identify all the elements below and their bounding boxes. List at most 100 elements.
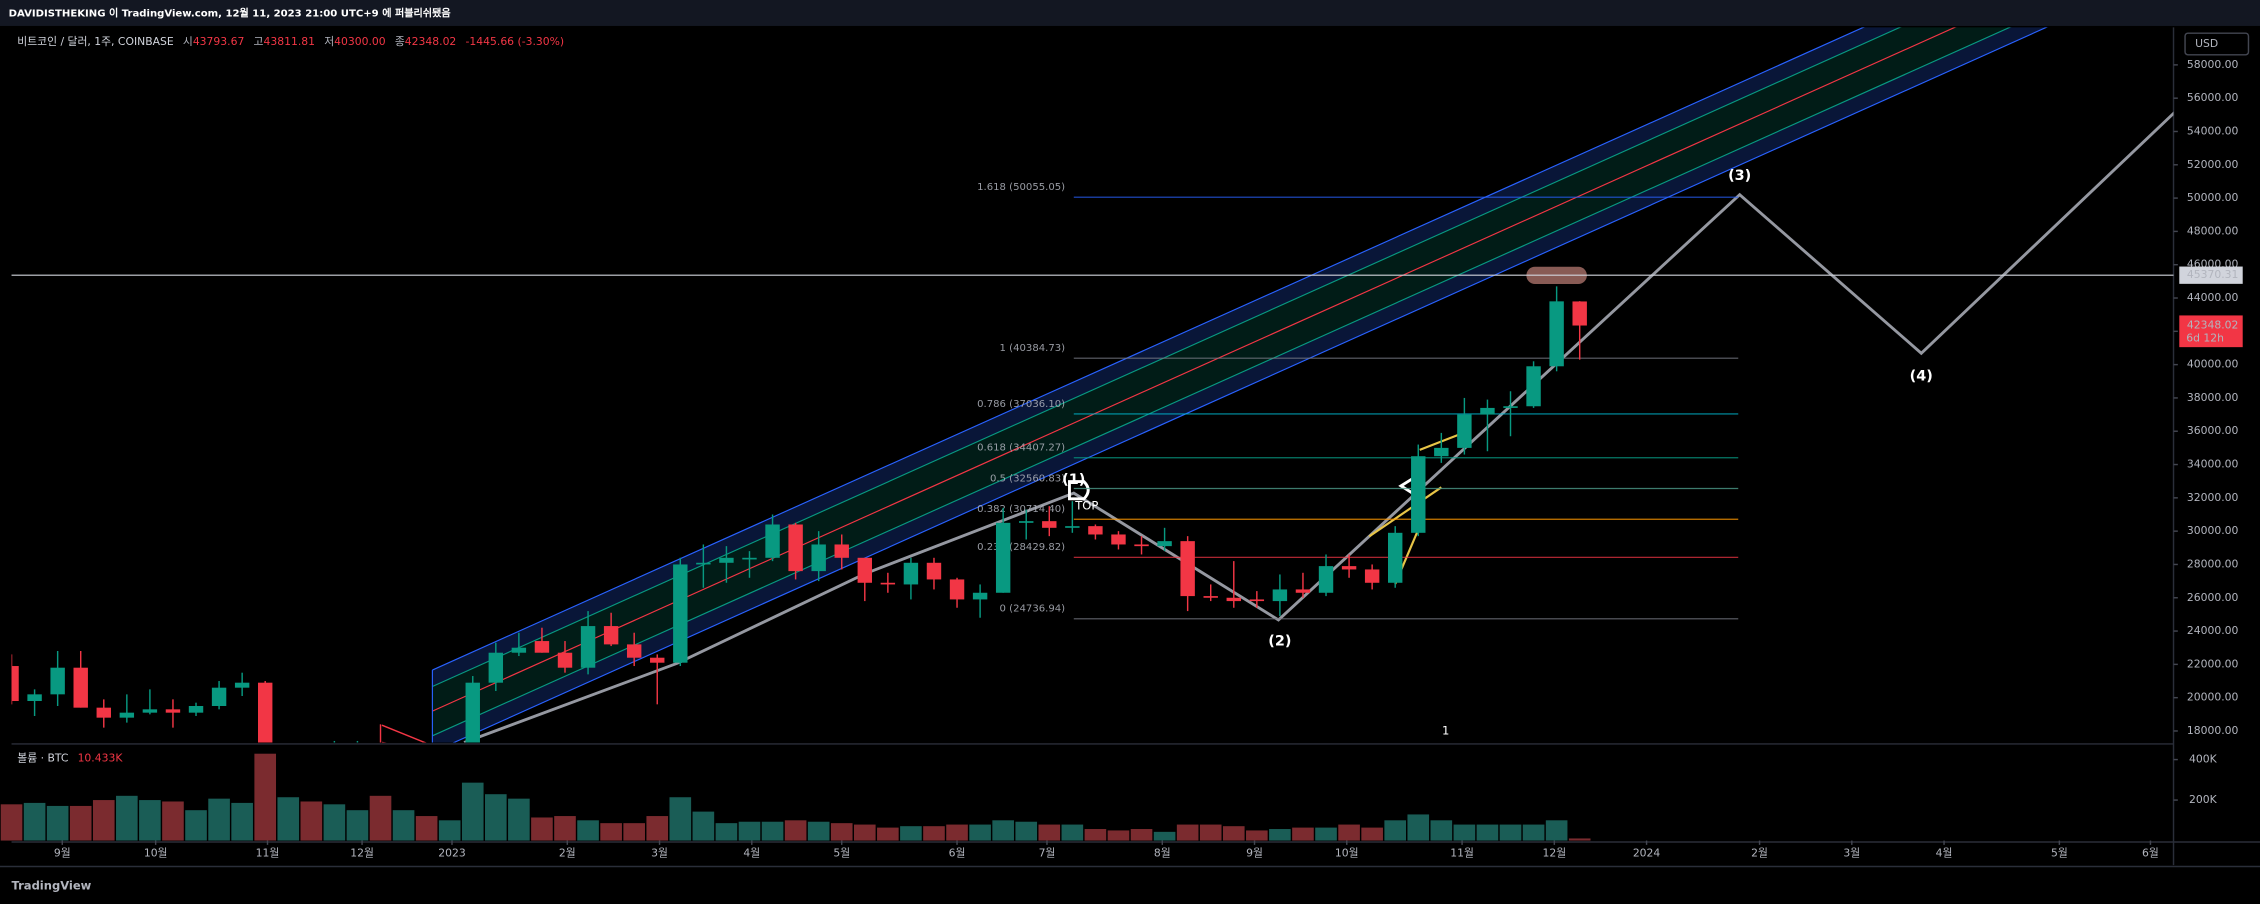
- brand-name: TradingView: [12, 878, 92, 892]
- x-tick-label: 6월: [2142, 847, 2159, 860]
- fib-label: 0.236 (28429.82): [977, 542, 1065, 553]
- x-tick-label: 5월: [833, 847, 850, 860]
- x-tick-label: 2024: [1633, 847, 1661, 860]
- volume-bar: [554, 816, 576, 841]
- volume-bar: [900, 826, 922, 841]
- candle-body: [1042, 521, 1057, 528]
- x-tick-label: 5월: [2051, 847, 2068, 860]
- candle-body: [972, 592, 988, 600]
- volume-bar: [1269, 829, 1291, 841]
- yellow-trend: [1419, 431, 1465, 451]
- candle-body: [488, 652, 504, 683]
- fib-label: 0 (24736.94): [1000, 604, 1066, 615]
- volume-bar: [485, 794, 507, 841]
- candle-body: [995, 522, 1011, 593]
- candle-body: [696, 562, 711, 565]
- volume-bar: [346, 810, 369, 841]
- volume-bar: [1130, 829, 1153, 841]
- last-price-box: [2179, 315, 2243, 348]
- volume-bar: [1476, 824, 1499, 841]
- candle-body: [1526, 366, 1541, 407]
- volume-bar: [1361, 827, 1383, 841]
- candle-body: [650, 657, 665, 663]
- volume-bar: [1315, 827, 1337, 841]
- candle-body: [788, 524, 803, 572]
- channel-line: [432, 27, 2012, 737]
- ohlc-value: 43811.81: [263, 35, 315, 48]
- x-tick-label: 9월: [1246, 847, 1263, 860]
- currency-label[interactable]: USD: [2195, 37, 2218, 50]
- volume-bar: [1038, 824, 1061, 841]
- candle-body: [1203, 596, 1218, 598]
- y-tick-label: 38000.00: [2187, 391, 2239, 404]
- candle-body: [96, 707, 111, 718]
- candle-body: [1065, 526, 1080, 528]
- volume-bar: [969, 824, 991, 841]
- y-tick-label: 48000.00: [2187, 224, 2239, 237]
- channel-line: [432, 27, 1957, 712]
- wave-label: 1: [1442, 723, 1449, 737]
- volume-bar: [139, 800, 161, 841]
- candle-body: [673, 564, 688, 663]
- volume-bar: [254, 753, 277, 841]
- wave-label: (1): [1062, 472, 1085, 488]
- volume-bar: [69, 805, 92, 841]
- volume-bar: [646, 816, 669, 841]
- ohlc-label: 시: [183, 35, 193, 48]
- y-tick-label: 52000.00: [2187, 158, 2239, 171]
- wave-label: (3): [1728, 168, 1751, 184]
- fib-label: 0.786 (37036.10): [977, 399, 1065, 410]
- candle-body: [1249, 599, 1265, 602]
- volume-bar: [92, 800, 115, 841]
- symbol-legend: 비트코인 / 달러, 1주, COINBASE 시43793.67 고43811…: [17, 35, 564, 48]
- y-tick-label: 54000.00: [2187, 124, 2239, 137]
- volume-bar: [1222, 826, 1245, 841]
- last-price-label: 42348.02: [2187, 319, 2239, 332]
- x-tick-label: 12월: [350, 847, 374, 860]
- channel-line: [432, 27, 1865, 671]
- candle-body: [626, 644, 642, 658]
- candle-body: [742, 557, 757, 560]
- currency-button[interactable]: [2184, 32, 2250, 56]
- volume-bar: [1430, 820, 1453, 841]
- x-tick-label: 6월: [949, 847, 966, 860]
- top-bar: [0, 0, 2260, 26]
- volume-bar: [623, 823, 645, 841]
- candle-body: [73, 667, 88, 708]
- x-tick-label: 11월: [1450, 847, 1474, 860]
- candle-body: [257, 682, 273, 743]
- candle-body: [1457, 414, 1472, 448]
- volume-bar: [577, 820, 599, 841]
- channel-line: [432, 27, 1902, 688]
- volume-bar: [1522, 824, 1545, 841]
- volume-bar: [761, 821, 784, 841]
- candle-body: [1180, 541, 1195, 597]
- volume-bar: [0, 804, 23, 841]
- candle-body: [142, 709, 158, 713]
- change: -1445.66 (-3.30%): [466, 35, 565, 48]
- volume-bar: [1292, 827, 1314, 841]
- volume-bar: [162, 801, 184, 841]
- candle-body: [27, 694, 42, 702]
- arrow-marker: [1068, 480, 1090, 501]
- volume-bar: [323, 804, 346, 841]
- volume-bar: [1084, 829, 1107, 841]
- channel-band: [432, 27, 2047, 743]
- y-tick-label: 50000.00: [2187, 191, 2239, 204]
- volume-bar: [1107, 830, 1130, 841]
- yellow-trend: [1368, 486, 1442, 538]
- volume-bar: [692, 811, 715, 841]
- y-tick-label: 34000.00: [2187, 458, 2239, 471]
- x-tick-label: 11월: [256, 847, 280, 860]
- x-tick-label: 10월: [1335, 847, 1359, 860]
- candle-body: [1019, 521, 1034, 523]
- volume-bar: [784, 820, 807, 841]
- candle-body: [119, 712, 135, 718]
- volume-bar: [807, 821, 830, 841]
- volume-bar: [877, 827, 899, 841]
- x-tick-label: 4월: [1936, 847, 1953, 860]
- volume-pane: [0, 753, 1591, 841]
- volume-bar: [1153, 831, 1176, 841]
- fib-label: 1 (40384.73): [1000, 343, 1066, 354]
